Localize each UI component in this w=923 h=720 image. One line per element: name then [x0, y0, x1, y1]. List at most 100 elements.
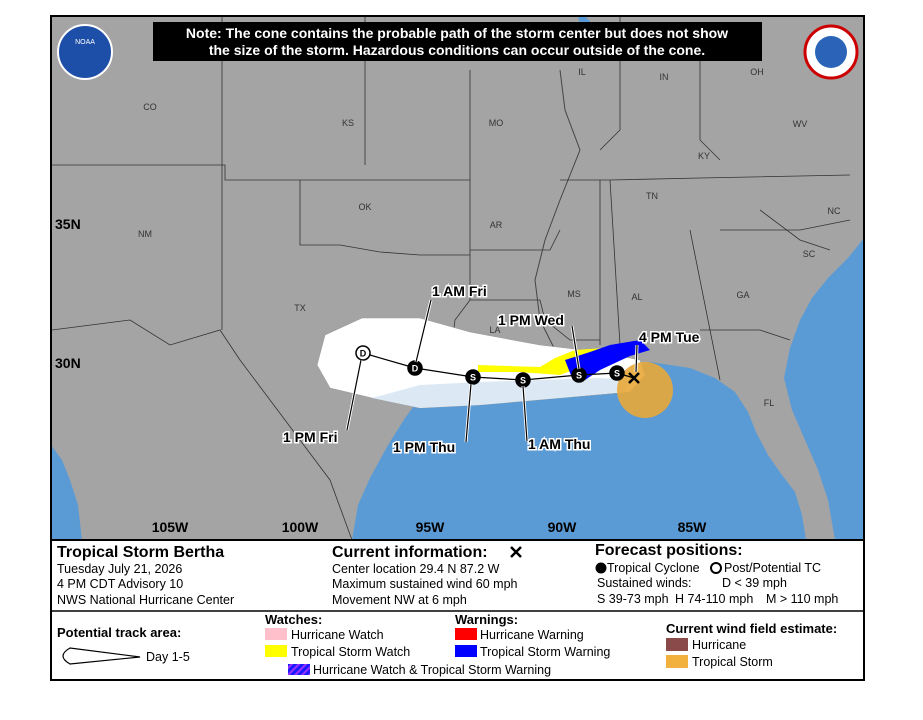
state-label: TX: [294, 303, 306, 313]
combo-swatch: [288, 664, 310, 675]
state-label: MO: [489, 118, 504, 128]
map: S S S S D D 4 PM Tue 1 PM Wed 1 AM Thu 1 PM Thu 1 …: [51, 16, 864, 539]
storm-name: Tropical Storm Bertha: [57, 544, 224, 561]
marker-letter: S: [614, 369, 620, 379]
wind-field: [617, 362, 673, 418]
current-x: [628, 372, 640, 384]
marker-letter: D: [360, 349, 367, 359]
hurricane-field-swatch: [666, 638, 688, 651]
wind-field-item: Tropical Storm: [692, 655, 773, 669]
marker-letter: S: [470, 373, 476, 383]
forecast-marker: [465, 369, 481, 385]
ptc-symbol: [710, 562, 722, 574]
note: Note: The cone contains the probable pat…: [186, 25, 728, 41]
forecast-marker: [355, 345, 371, 361]
warning-item: Tropical Storm Warning: [480, 645, 610, 659]
frame: [50, 15, 865, 681]
state-label: OK: [358, 202, 371, 212]
state-label: IL: [578, 67, 586, 77]
forecast-time: 1 AM Thu: [528, 436, 590, 452]
current-x: [510, 546, 522, 558]
current-location: Center location 29.4 N 87.2 W: [332, 562, 500, 576]
storm-date: Tuesday July 21, 2026: [57, 562, 182, 576]
gulf: [352, 362, 806, 539]
current-wind: Maximum sustained wind 60 mph: [332, 577, 518, 591]
combo-label: Hurricane Watch & Tropical Storm Warning: [313, 663, 551, 677]
hurricane-watch-swatch: [265, 628, 287, 640]
state-label: NC: [828, 206, 841, 216]
h-label: H 74-110 mph: [675, 592, 753, 606]
ts-field-swatch: [666, 655, 688, 668]
noaa-logo-text: NOAA: [75, 39, 95, 46]
tc-label: Tropical Cyclone: [607, 561, 700, 575]
ts-watch-swatch: [265, 645, 287, 657]
state-label: NM: [138, 229, 152, 239]
state-label: KS: [342, 118, 354, 128]
state-label: FL: [764, 398, 775, 408]
longitude-label: 85W: [678, 519, 708, 535]
pacific: [51, 445, 82, 539]
latitude-label: 30N: [55, 355, 81, 371]
forecast-time: 4 PM Tue: [639, 329, 700, 345]
longitude-label: 100W: [282, 519, 319, 535]
s-label: S 39-73 mph: [597, 592, 669, 606]
ts-warning-swatch: [455, 645, 477, 657]
warnings-title: Warnings:: [455, 612, 518, 627]
track-title: Potential track area:: [57, 625, 181, 640]
watches-title: Watches:: [265, 612, 322, 627]
marker-letter: S: [520, 376, 526, 386]
leader-line: [346, 359, 362, 431]
state-borders: [51, 16, 851, 539]
ptc-label: Post/Potential TC: [724, 561, 821, 575]
watch-item: Tropical Storm Watch: [291, 645, 410, 659]
forecast-time: 1 PM Thu: [393, 439, 455, 455]
leader-line: [635, 344, 638, 373]
forecast-time: 1 PM Wed: [498, 312, 564, 328]
longitude-label: 95W: [416, 519, 446, 535]
rivers: [534, 69, 581, 361]
m-label: M > 110 mph: [766, 592, 838, 606]
state-label: AL: [631, 292, 642, 302]
advisory: 4 PM CDT Advisory 10: [57, 577, 183, 591]
leader-line: [571, 325, 580, 370]
ts-warning-area: [565, 340, 650, 380]
tc-symbol: [595, 562, 607, 574]
current-movement: Movement NW at 6 mph: [332, 593, 467, 607]
forecast-time: 1 PM Fri: [283, 429, 337, 445]
latitude-label: 35N: [55, 216, 81, 232]
state-label: KY: [698, 151, 710, 161]
state-label: LA: [489, 325, 500, 335]
leader-line: [522, 385, 528, 442]
warning-item: Hurricane Warning: [480, 628, 584, 642]
watch-item: Hurricane Watch: [291, 628, 384, 642]
atlantic: [784, 238, 864, 539]
marker-letter: D: [412, 364, 419, 374]
longitude-label: 90W: [548, 519, 578, 535]
note: the size of the storm. Hazardous conditi…: [209, 42, 705, 58]
state-label: AR: [490, 220, 503, 230]
track-symbol: [62, 647, 141, 665]
longitude-label: 105W: [152, 519, 189, 535]
state-label: CO: [143, 102, 157, 112]
state-label: TN: [646, 191, 658, 201]
state-label: GA: [736, 290, 749, 300]
state-label: MS: [567, 289, 581, 299]
state-label: IN: [660, 72, 669, 82]
hurricane-warning-swatch: [455, 628, 477, 640]
leader-line: [415, 299, 432, 363]
sustained-label: Sustained winds:: [597, 576, 692, 590]
current-title: Current information:: [332, 544, 488, 561]
leader-line: [465, 383, 472, 443]
center: NWS National Hurricane Center: [57, 593, 234, 607]
state-label: OH: [750, 67, 764, 77]
forecast-marker: [609, 365, 625, 381]
noaa-logo: [57, 24, 113, 80]
forecast-time: 1 AM Fri: [432, 283, 487, 299]
nws-logo-inner: [815, 36, 847, 68]
marker-letter: S: [576, 371, 582, 381]
forecast-title: Forecast positions:: [595, 542, 743, 559]
wind-field-title: Current wind field estimate:: [666, 621, 837, 636]
wind-field-item: Hurricane: [692, 638, 746, 652]
track-day: Day 1-5: [146, 650, 190, 664]
